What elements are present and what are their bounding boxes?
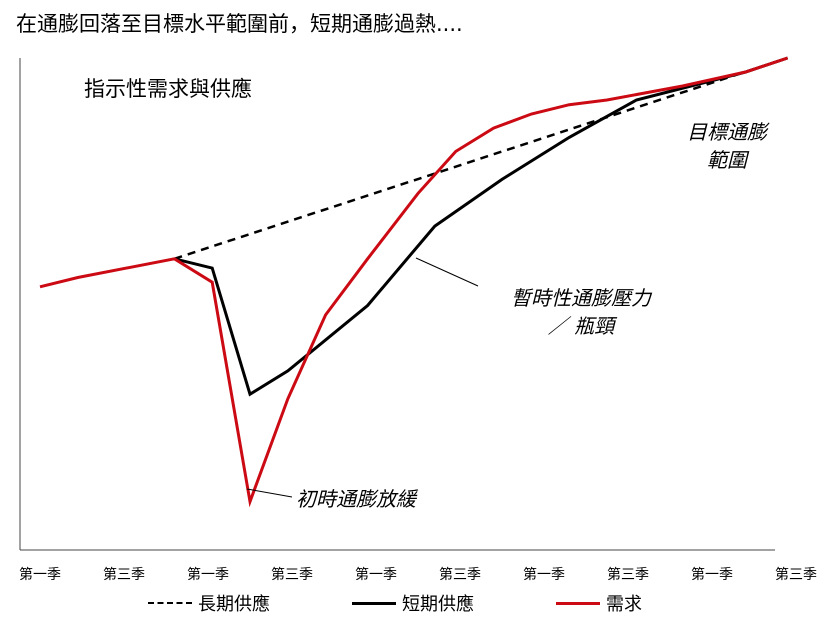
legend-item-short-run-supply: 短期供應 [352, 590, 474, 616]
chart-axes [19, 58, 775, 551]
headline: 在通膨回落至目標水平範圍前，短期通膨過熱.... [16, 12, 463, 36]
x-tick-label: 第一季 [691, 566, 733, 583]
legend-swatch-long-run-supply [148, 602, 192, 604]
chart-series [39, 56, 789, 508]
annotation-temporary-pressure: 暫時性通膨壓力 ／ 瓶頸 [476, 284, 686, 340]
legend-label-long-run-supply: 長期供應 [198, 594, 270, 615]
x-tick-label: 第三季 [607, 566, 649, 583]
x-tick-labels: 第一季 第三季 第一季 第三季 第一季 第三季 第一季 第三季 第一季 第三季 [19, 566, 817, 583]
x-tick-label: 第一季 [523, 566, 565, 583]
annotation-leader-pressure [415, 257, 479, 287]
legend-item-long-run-supply: 長期供應 [148, 590, 270, 616]
chart-subtitle: 指示性需求與供應 [84, 77, 252, 101]
annotation-temporary-pressure-line1: 暫時性通膨壓力 [511, 286, 651, 310]
series-line-0 [174, 56, 788, 260]
x-tick-label: 第一季 [355, 566, 397, 583]
annotation-temporary-pressure-line2: ／ 瓶頸 [547, 314, 615, 338]
legend-label-short-run-supply: 短期供應 [402, 594, 474, 615]
legend-label-demand: 需求 [606, 594, 642, 615]
legend: 長期供應 短期供應 需求 [0, 590, 833, 616]
annotation-target-range-line1: 目標通膨 [687, 120, 767, 144]
series-line-1 [174, 56, 789, 397]
chart: 第一季 第三季 第一季 第三季 第一季 第三季 第一季 第三季 第一季 第三季 [19, 56, 817, 583]
x-tick-label: 第三季 [271, 566, 313, 583]
annotation-leader-easing [246, 488, 293, 498]
x-tick-label: 第一季 [19, 566, 61, 583]
annotation-target-range-line2: 範圍 [707, 148, 747, 172]
legend-swatch-demand [556, 601, 600, 605]
legend-item-demand: 需求 [556, 590, 642, 616]
annotation-target-range: 目標通膨 範圍 [668, 118, 786, 174]
x-tick-label: 第三季 [103, 566, 145, 583]
x-tick-label: 第一季 [187, 566, 229, 583]
annotation-initial-easing: 初時通膨放緩 [296, 487, 416, 511]
x-tick-label: 第三季 [439, 566, 481, 583]
x-tick-label: 第三季 [775, 566, 817, 583]
legend-swatch-short-run-supply [352, 601, 396, 605]
series-line-2 [39, 56, 789, 508]
